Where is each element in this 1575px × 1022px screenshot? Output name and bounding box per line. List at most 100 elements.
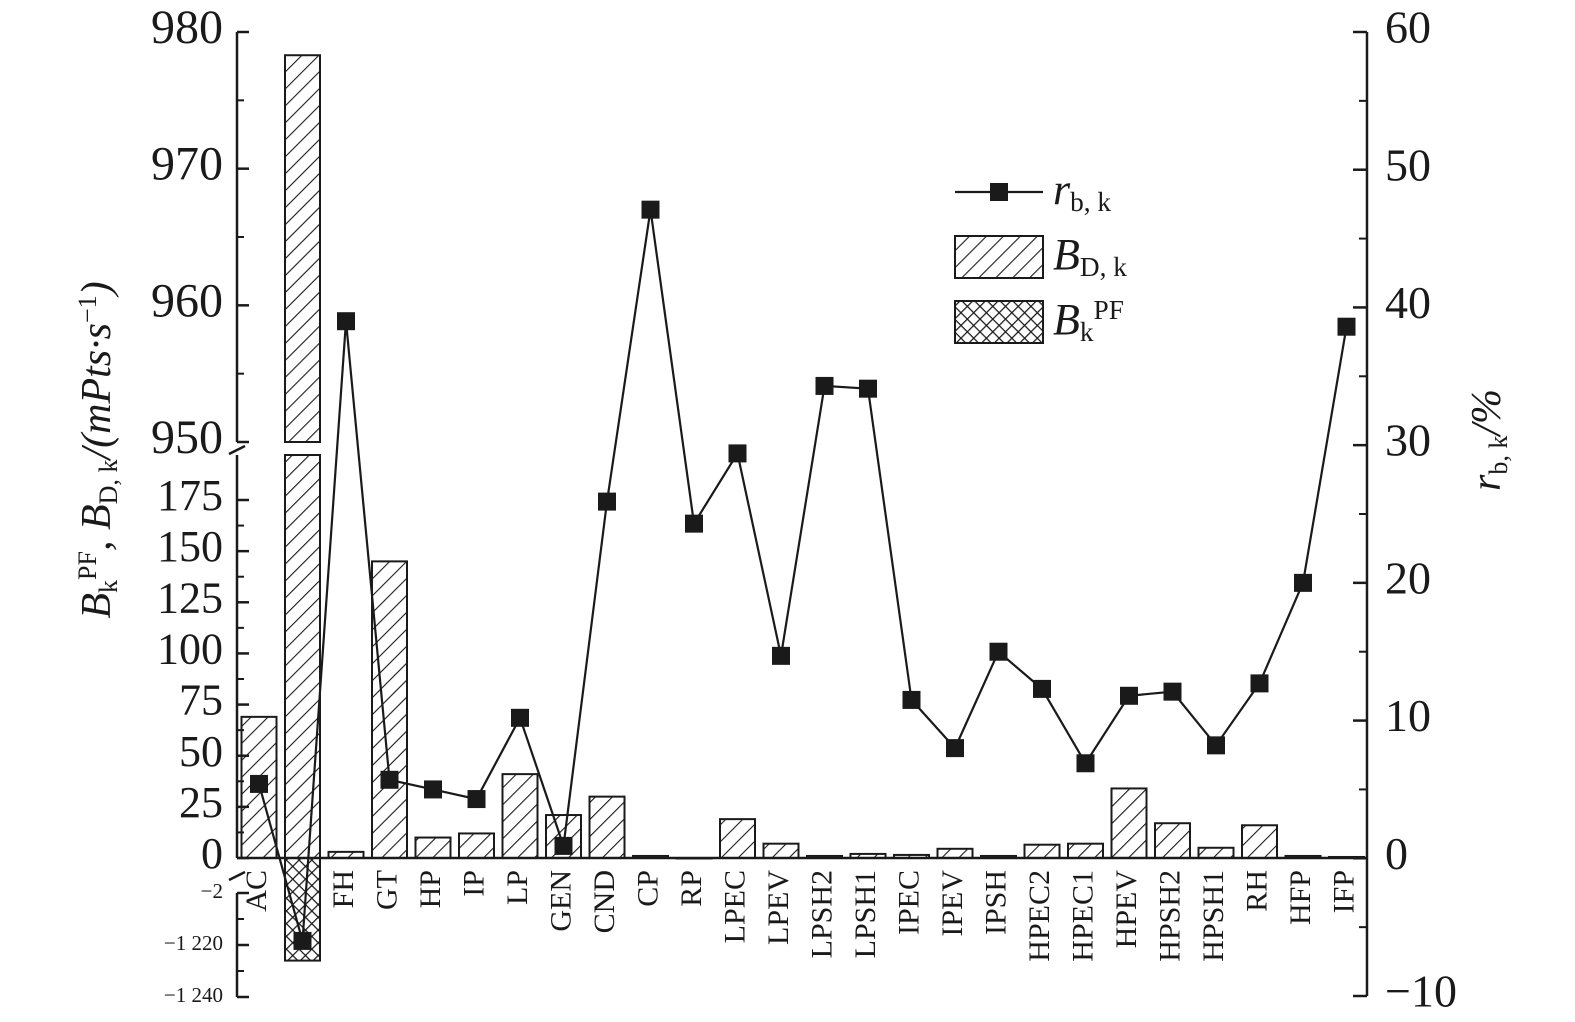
x-tick-label: IFP: [1327, 870, 1360, 913]
x-tick-label: HPSH2: [1153, 870, 1186, 962]
foreground: −2−1 220−1 24002550751001251501759509609…: [73, 1, 1513, 1017]
y2-tick-label: 40: [1385, 277, 1431, 328]
marker: [467, 790, 486, 809]
y-tick-label: 970: [151, 138, 223, 191]
x-tick-label: IPEC: [892, 870, 925, 935]
x-tick-label: CP: [631, 870, 664, 907]
y-axis-label: BkPF, BD, k/(mPts·s−1): [73, 281, 123, 618]
y-tick-label: 100: [157, 625, 223, 674]
marker: [1163, 682, 1182, 701]
x-tick-label: LPEV: [762, 870, 795, 945]
bar: [414, 836, 452, 860]
bar: [1110, 787, 1148, 860]
bar: [936, 847, 974, 860]
marker: [641, 200, 660, 219]
y2-tick-label: 60: [1385, 2, 1431, 53]
legend-label: BkPF: [1053, 295, 1124, 347]
marker: [293, 931, 312, 950]
x-tick-label: LPEC: [718, 870, 751, 943]
bar: [501, 773, 539, 859]
y-tick-label: 125: [157, 573, 223, 622]
bar: [1241, 824, 1278, 860]
x-tick-label: HPSH1: [1197, 870, 1230, 962]
x-tick-label: HPEC1: [1066, 870, 1099, 962]
legend-label: rb, k: [1053, 165, 1111, 217]
bar: [371, 560, 408, 859]
x-tick-label: HPEC2: [1023, 870, 1056, 962]
marker: [1294, 573, 1312, 592]
x-tick-label: LPSH2: [805, 870, 838, 958]
x-tick-label: GT: [370, 870, 403, 910]
y-tick-label: −1 220: [164, 931, 223, 955]
marker: [685, 514, 703, 533]
bar: [284, 54, 321, 443]
y-tick-label: 25: [179, 778, 223, 827]
bar: [458, 832, 495, 860]
legend-swatch: [954, 300, 1044, 344]
bar: [1023, 843, 1061, 860]
marker: [1120, 686, 1138, 705]
marker: [772, 646, 790, 665]
bar: [284, 454, 321, 859]
marker: [859, 379, 877, 398]
axis-break: [228, 444, 246, 456]
x-tick-label: IPEV: [936, 870, 969, 937]
x-tick-label: LP: [501, 870, 534, 905]
y2-tick-label: 0: [1385, 828, 1408, 879]
x-tick-label: RH: [1240, 870, 1273, 912]
x-tick-label: HFP: [1284, 870, 1317, 925]
marker: [989, 642, 1008, 661]
marker: [1250, 674, 1269, 693]
y-tick-label: −1 240: [164, 983, 223, 1007]
bar: [1067, 842, 1104, 859]
marker: [380, 770, 399, 789]
marker: [1033, 679, 1051, 698]
x-tick-label: HP: [414, 870, 447, 908]
marker: [337, 312, 355, 331]
marker: [424, 780, 442, 799]
y-tick-label: −2: [201, 879, 223, 903]
marker: [554, 836, 573, 855]
y-tick-label: 980: [151, 1, 223, 54]
y2-tick-label: 20: [1385, 552, 1431, 603]
marker: [1076, 754, 1095, 773]
marker: [250, 774, 268, 793]
y-tick-label: 960: [151, 274, 223, 327]
bar: [762, 842, 800, 859]
bar: [588, 795, 626, 860]
marker: [1207, 736, 1225, 755]
y-tick-label: 50: [179, 727, 223, 776]
axis-break: [228, 870, 246, 882]
y-tick-label: 0: [201, 829, 223, 878]
marker: [728, 444, 747, 463]
x-tick-label: CND: [588, 870, 621, 933]
marker: [815, 376, 834, 395]
y2-tick-label: 50: [1385, 139, 1431, 190]
bar: [1154, 822, 1191, 859]
y-tick-label: 150: [157, 522, 223, 571]
marker: [946, 739, 964, 758]
x-tick-label: RP: [675, 870, 708, 907]
x-tick-label: AC: [240, 870, 273, 912]
marker: [511, 708, 529, 727]
x-tick-label: FH: [327, 870, 360, 908]
y2-tick-label: 10: [1385, 690, 1431, 741]
x-tick-label: LPSH1: [849, 870, 882, 958]
y-tick-label: 75: [179, 676, 223, 725]
legend-label: BD, k: [1053, 230, 1127, 282]
legend-swatch: [954, 235, 1044, 279]
x-tick-label: HPEV: [1110, 870, 1143, 949]
marker: [1337, 317, 1356, 336]
bars: [240, 54, 1365, 962]
legend-marker: [990, 183, 1008, 201]
y2-tick-label: −10: [1385, 966, 1457, 1017]
y-tick-label: 175: [157, 471, 223, 520]
y2-tick-label: 30: [1385, 415, 1431, 466]
y-tick-label: 950: [151, 411, 223, 464]
bar: [1197, 846, 1235, 859]
marker: [598, 492, 616, 511]
bar: [719, 818, 756, 859]
y2-axis-label: rb, k/%: [1464, 389, 1513, 491]
x-tick-label: IPSH: [979, 870, 1012, 935]
